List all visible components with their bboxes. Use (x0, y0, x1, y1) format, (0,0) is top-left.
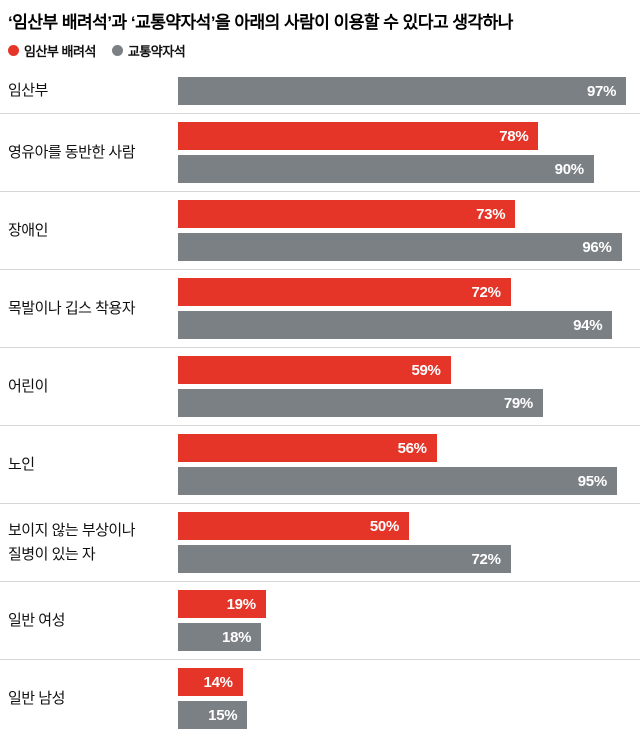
bar-value-label: 19% (226, 595, 256, 613)
category-label: 영유아를 동반한 사람 (8, 143, 136, 161)
vulnerable-seat-bar: 72% (178, 545, 511, 574)
bar-value-label: 90% (554, 160, 584, 178)
legend-item-priority-seat: 임산부 배려석 (8, 41, 96, 60)
chart-row: 어린이 59% 79% (0, 348, 640, 427)
vulnerable-seat-bar: 96% (178, 233, 622, 262)
vulnerable-seat-bar: 97% (178, 77, 627, 106)
category-label: 장애인 (8, 221, 48, 239)
vulnerable-seat-bar: 15% (178, 701, 248, 730)
bar-value-label: 96% (582, 238, 612, 256)
bar-group: 19% 18% (178, 590, 640, 652)
pregnant-priority-seat-bar: 56% (178, 434, 437, 463)
bar-value-label: 78% (499, 127, 529, 145)
chart-row: 영유아를 동반한 사람 78% 90% (0, 114, 640, 193)
category-label: 임산부 (8, 82, 48, 100)
bar-value-label: 73% (476, 205, 506, 223)
pregnant-priority-seat-bar: 19% (178, 590, 266, 619)
chart-row: 노인 56% 95% (0, 426, 640, 505)
vulnerable-seat-bar: 94% (178, 311, 613, 340)
chart-row: 목발이나 깁스 착용자 72% 94% (0, 270, 640, 349)
legend-dot-red-icon (8, 45, 19, 57)
pregnant-priority-seat-bar: 50% (178, 512, 409, 541)
bar-value-label: 56% (397, 439, 427, 457)
bar-group: 59% 79% (178, 356, 640, 418)
chart-row: 보이지 않는 부상이나 질병이 있는 자 50% 72% (0, 504, 640, 583)
chart-rows: 임산부 97% 영유아를 동반한 사람 78% 90% 장애인 73% 96% 목발이나 깁스 … (0, 69, 640, 734)
chart-row: 임산부 97% (0, 69, 640, 115)
vulnerable-seat-bar: 90% (178, 155, 594, 184)
chart-legend: 임산부 배려석 교통약자석 (0, 37, 640, 69)
bar-group: 50% 72% (178, 512, 640, 574)
bar-value-label: 15% (208, 706, 238, 724)
bar-group: 78% 90% (178, 122, 640, 184)
vulnerable-seat-bar: 18% (178, 623, 262, 652)
legend-label: 교통약자석 (127, 44, 186, 60)
category-label: 보이지 않는 부상이나 질병이 있는 자 (8, 522, 136, 563)
bar-value-label: 59% (411, 361, 441, 379)
bar-group: 72% 94% (178, 278, 640, 340)
chart-row: 일반 여성 19% 18% (0, 582, 640, 661)
legend-item-vulnerable-seat: 교통약자석 (111, 41, 186, 60)
bar-value-label: 18% (222, 628, 252, 646)
category-label: 일반 여성 (8, 611, 65, 629)
pregnant-priority-seat-bar: 72% (178, 278, 511, 307)
bar-group: 73% 96% (178, 200, 640, 262)
legend-dot-gray-icon (111, 45, 123, 57)
legend-label: 임산부 배려석 (24, 44, 96, 60)
category-label: 목발이나 깁스 착용자 (8, 299, 136, 317)
pregnant-priority-seat-bar: 78% (178, 122, 539, 151)
category-label: 일반 남성 (8, 689, 65, 707)
bar-group: 56% 95% (178, 434, 640, 496)
bar-value-label: 94% (573, 316, 603, 334)
chart-row: 장애인 73% 96% (0, 192, 640, 271)
vulnerable-seat-bar: 79% (178, 389, 543, 418)
bar-value-label: 50% (369, 517, 399, 535)
bar-value-label: 72% (471, 283, 501, 301)
chart-row: 일반 남성 14% 15% (0, 660, 640, 734)
bar-value-label: 14% (203, 673, 233, 691)
vulnerable-seat-bar: 95% (178, 467, 617, 496)
bar-group: 14% 15% (178, 668, 640, 730)
chart-title: ‘임산부 배려석’과 ‘교통약자석’을 아래의 사람이 이용할 수 있다고 생각… (8, 13, 513, 32)
pregnant-priority-seat-bar: 14% (178, 668, 243, 697)
bar-value-label: 95% (577, 472, 607, 490)
bar-group: 97% (178, 77, 640, 106)
category-label: 노인 (8, 455, 35, 473)
category-label: 어린이 (8, 377, 48, 395)
pregnant-priority-seat-bar: 59% (178, 356, 451, 385)
bar-value-label: 72% (471, 550, 501, 568)
bar-value-label: 79% (503, 394, 533, 412)
pregnant-priority-seat-bar: 73% (178, 200, 516, 229)
bar-value-label: 97% (587, 82, 617, 100)
